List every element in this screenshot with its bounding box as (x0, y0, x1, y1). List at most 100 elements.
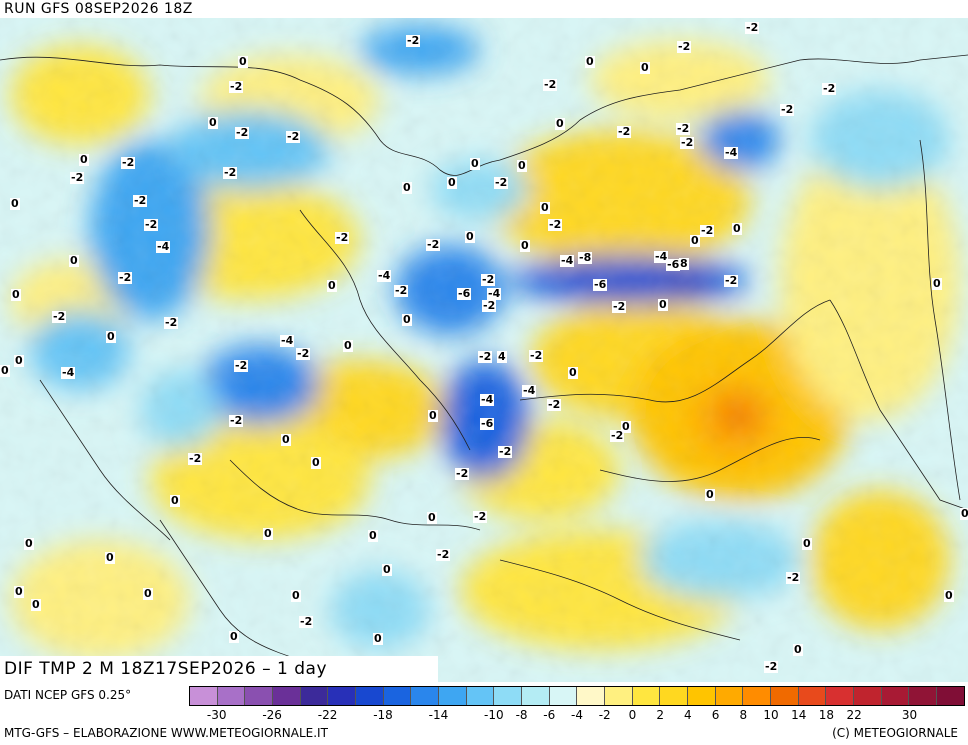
contour-label: 0 (327, 279, 337, 292)
contour-label: 0 (585, 55, 595, 68)
legend-swatch (356, 687, 384, 705)
contour-label: -2 (52, 310, 67, 323)
contour-label: 0 (465, 230, 475, 243)
contour-label: -2 (543, 78, 558, 91)
contour-label: -2 (436, 548, 451, 561)
contour-label: -2 (335, 231, 350, 244)
legend-tick-label: -2 (598, 708, 611, 722)
contour-label: 0 (14, 354, 24, 367)
legend-swatch (494, 687, 523, 705)
legend-tick-label: 22 (846, 708, 862, 722)
contour-label: -2 (296, 347, 311, 360)
credit-right: (C) METEOGIORNALE (832, 726, 958, 740)
contour-label: 0 (281, 433, 291, 446)
contour-label: 0 (793, 643, 803, 656)
footer: DATI NCEP GFS 0.25° -30 -26 -22 -18 -14 -10 -8… (0, 682, 968, 745)
legend-tick-label: 8 (739, 708, 748, 722)
contour-label: -4 (480, 393, 495, 406)
contour-label: 0 (944, 589, 954, 602)
legend-tick-label: 14 (791, 708, 807, 722)
legend-tick-label: 4 (684, 708, 692, 722)
contour-label: 0 (705, 488, 715, 501)
contour-label: -2 (234, 359, 249, 372)
contour-label: 0 (402, 181, 412, 194)
legend-swatch (605, 687, 633, 705)
contour-label: -6 (457, 287, 472, 300)
legend-swatch (549, 687, 578, 705)
contour-label: 0 (343, 339, 353, 352)
contour-label: -2 (188, 452, 203, 465)
contour-label: -2 (394, 284, 409, 297)
contour-label: -2 (612, 300, 627, 313)
legend-tick-label: 0 (628, 708, 637, 722)
legend-swatch (273, 687, 301, 705)
borders (0, 54, 968, 661)
legend-swatch (660, 687, 689, 705)
contour-label: 0 (105, 551, 115, 564)
contour-label: 0 (427, 511, 437, 524)
legend-swatch (854, 687, 882, 705)
legend-tick-label: 2 (656, 708, 664, 722)
contour-label: -2 (498, 445, 513, 458)
contour-label: 0 (69, 254, 79, 267)
contour-label: -2 (494, 176, 509, 189)
legend-swatch (743, 687, 772, 705)
contour-label: 0 (555, 117, 565, 130)
contour-label: 0 (540, 201, 550, 214)
contour-label: 0 (10, 197, 20, 210)
contour-label: -2 (118, 271, 133, 284)
contour-label: 0 (640, 61, 650, 74)
contour-label: 0 (382, 563, 392, 576)
contour-label: 0 (238, 55, 248, 68)
legend-swatch (826, 687, 855, 705)
contour-label: -4 (156, 240, 171, 253)
contour-label: -2 (70, 171, 85, 184)
contour-label: -4 (487, 287, 502, 300)
legend-swatch (881, 687, 910, 705)
legend-swatch (328, 687, 357, 705)
contour-label: -2 (786, 571, 801, 584)
contour-label: 0 (368, 529, 378, 542)
contour-label: -2 (822, 82, 837, 95)
contour-label: -2 (144, 218, 159, 231)
contour-label: 0 (690, 234, 700, 247)
contour-label: -4 (560, 254, 575, 267)
temperature-anomaly-map: -2 -2 -2 0 0 0 -2 -2 -2 0 -2 -2 0 -2 -2 -2 -2 -4 0 -2 -2 -2 0 0… (0, 18, 968, 682)
contour-label: -2 (223, 166, 238, 179)
legend-swatch (383, 687, 412, 705)
contour-label: -2 (764, 660, 779, 673)
color-legend-bar (189, 686, 965, 706)
legend-tick-label: -22 (317, 708, 338, 722)
contour-label: 0 (428, 409, 438, 422)
contour-label: -6 (480, 417, 495, 430)
legend-tick-label: 10 (763, 708, 779, 722)
contour-label: -2 (299, 615, 314, 628)
legend-tick-label: -26 (262, 708, 282, 722)
contour-label: 0 (24, 537, 34, 550)
color-legend-ticks: -30 -26 -22 -18 -14 -10 -8 -6 -4 -2 0 2 4 6 8 10 14 18 22 3… (189, 708, 965, 724)
legend-swatch (522, 687, 550, 705)
contour-label: 0 (291, 589, 301, 602)
legend-tick-label: -8 (515, 708, 528, 722)
contour-label: 8 (679, 257, 689, 270)
contour-label: -2 (473, 510, 488, 523)
contour-label: -2 (617, 125, 632, 138)
contour-label: -6 (593, 278, 608, 291)
contour-label: -2 (547, 398, 562, 411)
legend-tick-label: 6 (711, 708, 720, 722)
legend-tick-label: -4 (571, 708, 583, 722)
contour-label: -4 (724, 146, 739, 159)
credit-left: MTG-GFS – ELABORAZIONE WWW.METEOGIORNALE… (4, 726, 328, 740)
contour-label: -2 (164, 316, 179, 329)
legend-swatch (937, 687, 964, 705)
map-texture (0, 18, 968, 682)
legend-swatch (909, 687, 938, 705)
contour-label: -2 (745, 21, 760, 34)
contour-label: -6 (666, 258, 681, 271)
contour-label: -2 (406, 34, 421, 47)
contour-label: 0 (802, 537, 812, 550)
legend-tick-label: 30 (901, 708, 918, 722)
contour-label: -4 (654, 250, 669, 263)
run-label: RUN GFS 08SEP2026 18Z (4, 1, 193, 17)
legend-tick-label: -18 (373, 708, 393, 722)
